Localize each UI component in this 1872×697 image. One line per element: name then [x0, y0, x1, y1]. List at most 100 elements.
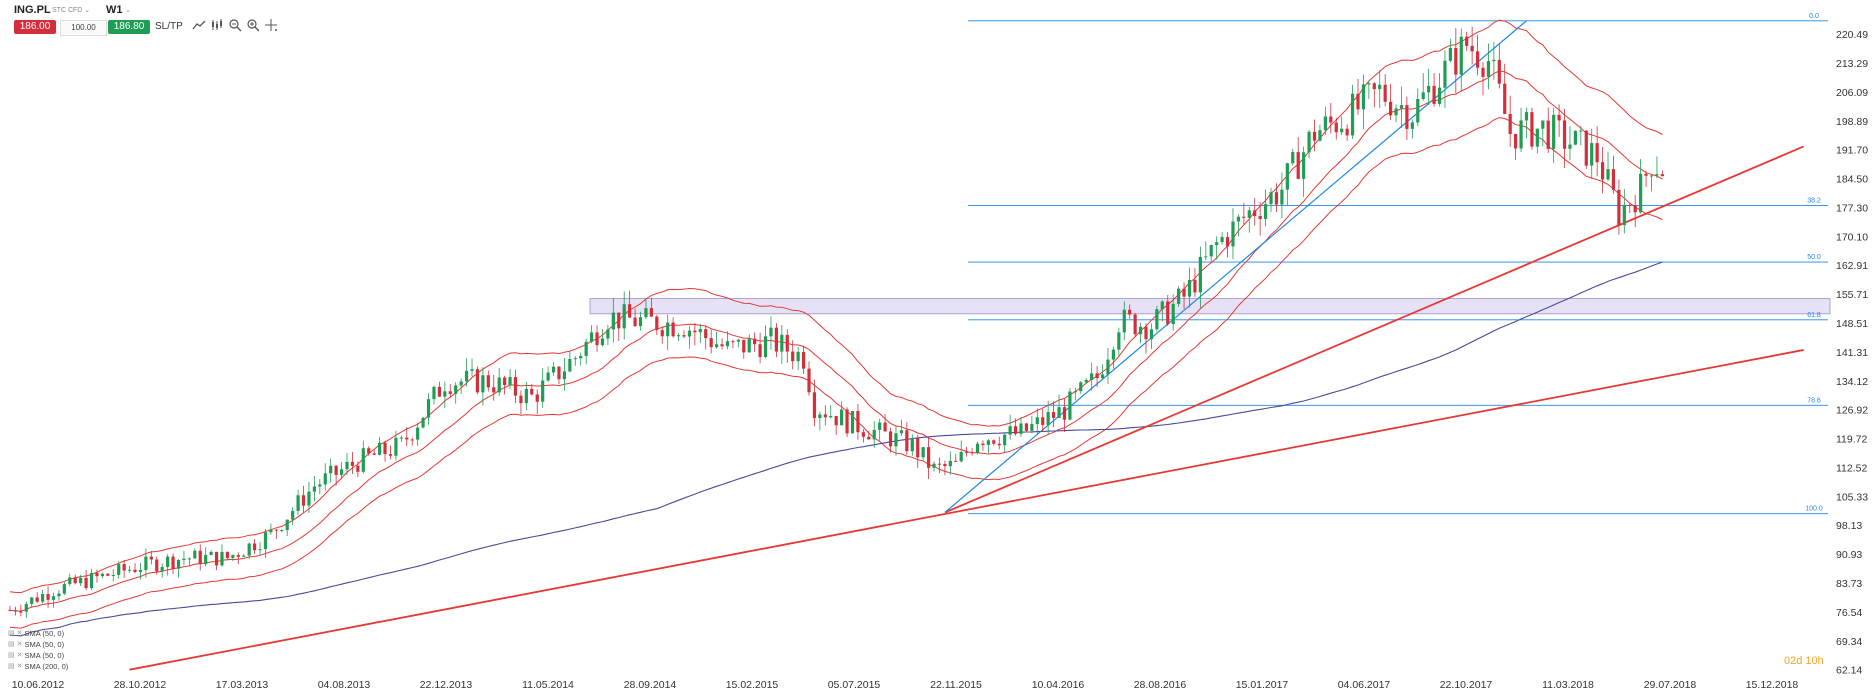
candle-body — [1628, 204, 1632, 206]
candle-body — [823, 414, 827, 418]
chevron-down-icon[interactable]: ⌄ — [125, 7, 131, 14]
candle-body — [899, 430, 904, 434]
candle-body — [1361, 84, 1366, 110]
instrument-type-label: STC CFD — [52, 7, 83, 14]
close-icon[interactable]: ✕ — [16, 663, 23, 670]
zoom-in-icon[interactable] — [246, 18, 260, 32]
candle-body — [551, 366, 556, 373]
candle-body — [1084, 379, 1088, 383]
instrument-type-dropdown[interactable]: STC CFD ⌄ — [52, 6, 90, 14]
date-tick-label: 11.03.2018 — [1542, 679, 1594, 691]
candle-body — [948, 460, 952, 467]
candle-body — [617, 312, 621, 329]
candle-body — [524, 388, 528, 404]
indicator-row[interactable]: ▤ ✕ SMA (200, 0) — [8, 661, 68, 672]
close-icon[interactable]: ✕ — [16, 641, 23, 648]
candle-body — [421, 417, 425, 428]
indicator-row[interactable]: ▤ ✕ SMA (50, 0) — [8, 628, 68, 639]
resistance-zone-box — [589, 298, 1831, 315]
candle-body — [1508, 113, 1512, 134]
candle-body — [247, 543, 251, 556]
candle-body — [1383, 84, 1387, 102]
candle-body — [1546, 120, 1550, 149]
candle-body — [535, 394, 539, 402]
candle-body — [573, 358, 577, 360]
candles-icon[interactable] — [210, 18, 224, 32]
candle-body — [508, 377, 512, 385]
candle-body — [1155, 309, 1159, 330]
close-icon[interactable]: ✕ — [16, 652, 23, 659]
candle-body — [95, 572, 99, 577]
candle-body — [758, 344, 762, 358]
date-tick-label: 29.07.2018 — [1644, 679, 1697, 691]
candle-body — [1606, 169, 1610, 180]
candle-body — [1622, 204, 1626, 226]
candle-body — [448, 391, 452, 394]
candle-body — [350, 461, 355, 466]
candle-body — [1068, 391, 1072, 420]
candle-body — [888, 431, 893, 447]
candle-body — [1644, 173, 1648, 176]
candle-body — [1052, 412, 1056, 418]
candle-body — [622, 304, 626, 329]
settings-icon[interactable]: ▤ — [8, 641, 15, 648]
buy-button[interactable]: 186.80 — [108, 20, 150, 34]
candle-body — [193, 550, 197, 559]
candle-body — [73, 577, 77, 584]
sma200-line — [9, 261, 1663, 637]
price-tick-label: 141.31 — [1836, 347, 1868, 359]
candle-body — [1535, 128, 1539, 147]
symbol-label[interactable]: ING.PL — [14, 4, 51, 16]
date-tick-label: 28.08.2016 — [1134, 679, 1187, 691]
candle-body — [1160, 301, 1164, 310]
candle-body — [367, 448, 371, 454]
indicator-row[interactable]: ▤ ✕ SMA (50, 0) — [8, 639, 68, 650]
settings-icon[interactable]: ▤ — [8, 663, 15, 670]
candle-body — [709, 338, 713, 348]
candle-body — [992, 440, 996, 444]
timeframe-label[interactable]: W1 — [106, 4, 123, 16]
candle-body — [633, 317, 637, 327]
candle-body — [834, 415, 838, 426]
candle-body — [187, 558, 191, 560]
candle-body — [916, 438, 920, 458]
crosshair-icon[interactable] — [264, 18, 278, 32]
price-tick-label: 198.89 — [1836, 116, 1868, 128]
candle-body — [242, 555, 246, 557]
candle-body — [334, 465, 338, 475]
candle-body — [725, 341, 730, 347]
settings-icon[interactable]: ▤ — [8, 652, 15, 659]
price-tick-label: 220.49 — [1836, 29, 1868, 41]
candle-body — [840, 409, 844, 426]
resistance-zone — [589, 298, 1831, 315]
zoom-out-icon[interactable] — [228, 18, 242, 32]
settings-icon[interactable]: ▤ — [8, 630, 15, 637]
price-axis[interactable]: 220.49 213.29 206.09 198.89 191.70 184.50 177.… — [1836, 29, 1868, 677]
candle-body — [1465, 36, 1469, 46]
sltp-button[interactable]: SL/TP — [155, 21, 183, 32]
candle-body — [127, 569, 132, 571]
candle-body — [1285, 163, 1289, 190]
fib-level-label: 0.0 — [1809, 13, 1819, 20]
candle-body — [79, 577, 83, 584]
candle-body — [1470, 45, 1474, 52]
candle-body — [1367, 83, 1371, 85]
candle-body — [1144, 326, 1148, 340]
candle-body — [198, 550, 202, 565]
time-axis[interactable]: 10.06.2012 28.10.2012 17.03.2013 04.08.2013… — [12, 679, 1799, 691]
candle-body — [1443, 60, 1447, 88]
candle-body — [1263, 204, 1268, 219]
candle-body — [579, 355, 583, 359]
volume-input[interactable]: 100.00 — [60, 20, 107, 36]
candle-body — [111, 574, 115, 576]
candle-body — [318, 484, 322, 487]
sell-button[interactable]: 186.00 — [14, 20, 56, 34]
candle-body — [975, 443, 980, 453]
candle-body — [1345, 128, 1349, 136]
line-chart-icon[interactable] — [192, 18, 206, 32]
candle-body — [1307, 131, 1311, 153]
candle-body — [51, 596, 56, 600]
indicator-row[interactable]: ▤ ✕ SMA (50, 0) — [8, 650, 68, 661]
close-icon[interactable]: ✕ — [16, 630, 23, 637]
